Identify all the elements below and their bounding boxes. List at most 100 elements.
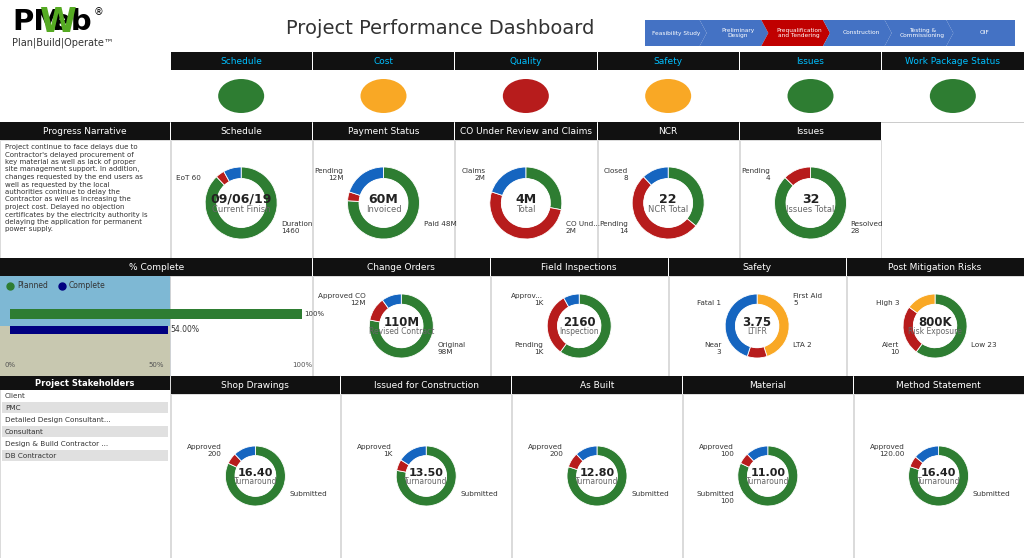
Bar: [2, 450, 168, 461]
Text: As Built: As Built: [580, 381, 614, 389]
Text: Near
3: Near 3: [703, 342, 721, 355]
Text: NCR: NCR: [658, 127, 678, 136]
Bar: [683, 394, 853, 558]
Bar: [313, 258, 489, 276]
Wedge shape: [228, 454, 242, 467]
Wedge shape: [577, 446, 597, 461]
Bar: [10, 309, 302, 319]
Text: High 3: High 3: [876, 300, 899, 306]
Text: Alert
10: Alert 10: [882, 342, 899, 355]
Text: Approved
100: Approved 100: [699, 444, 734, 458]
Wedge shape: [234, 446, 255, 461]
Text: Approved
1K: Approved 1K: [357, 444, 392, 458]
Text: Approv...
1K: Approv... 1K: [511, 293, 543, 306]
Text: 2160: 2160: [563, 316, 596, 329]
Text: Cost: Cost: [374, 56, 393, 65]
Wedge shape: [567, 446, 627, 506]
Text: Client: Client: [5, 393, 26, 399]
Text: Progress Narrative: Progress Narrative: [43, 127, 127, 136]
Text: Shop Drawings: Shop Drawings: [221, 381, 290, 389]
Text: Approved
200: Approved 200: [528, 444, 563, 458]
Text: Turnaround: Turnaround: [233, 477, 278, 486]
Text: Approved
200: Approved 200: [186, 444, 221, 458]
Wedge shape: [757, 294, 790, 357]
Wedge shape: [643, 167, 669, 185]
Text: % Complete: % Complete: [129, 262, 183, 272]
Circle shape: [380, 304, 423, 348]
Ellipse shape: [930, 79, 976, 113]
Bar: [854, 394, 1024, 558]
Bar: [597, 52, 739, 70]
Text: PM: PM: [12, 8, 62, 36]
Wedge shape: [568, 454, 583, 470]
Wedge shape: [370, 294, 433, 358]
Text: Plan|Build|Operate™: Plan|Build|Operate™: [12, 37, 114, 47]
Text: Risk Exposure: Risk Exposure: [908, 327, 962, 336]
Text: 100%: 100%: [292, 362, 312, 368]
Wedge shape: [669, 167, 705, 226]
Bar: [597, 122, 739, 140]
Wedge shape: [908, 446, 969, 506]
Bar: [0, 122, 170, 140]
Bar: [739, 140, 882, 258]
Wedge shape: [725, 294, 757, 357]
Wedge shape: [347, 167, 420, 239]
Text: PMC: PMC: [5, 405, 20, 411]
Bar: [0, 276, 170, 326]
Wedge shape: [489, 192, 561, 239]
Wedge shape: [774, 167, 847, 239]
Wedge shape: [785, 167, 811, 186]
Bar: [171, 376, 340, 394]
Wedge shape: [748, 347, 767, 358]
Ellipse shape: [787, 79, 834, 113]
Bar: [512, 394, 682, 558]
Wedge shape: [400, 446, 426, 465]
Bar: [0, 326, 170, 376]
Circle shape: [748, 455, 788, 497]
Bar: [0, 376, 170, 390]
Polygon shape: [885, 20, 953, 46]
Bar: [0, 258, 312, 276]
Bar: [341, 376, 511, 394]
Text: Closed
8: Closed 8: [604, 168, 628, 181]
Text: 54.00%: 54.00%: [170, 325, 199, 334]
Text: 12.80: 12.80: [580, 468, 614, 478]
Text: 09/06/19: 09/06/19: [211, 193, 271, 206]
Text: OIF: OIF: [979, 31, 989, 36]
Text: Turnaround: Turnaround: [916, 477, 961, 486]
Wedge shape: [396, 446, 457, 506]
Ellipse shape: [503, 79, 549, 113]
Polygon shape: [699, 20, 768, 46]
Text: ®: ®: [94, 7, 103, 17]
Circle shape: [919, 455, 959, 497]
Text: LTIFR: LTIFR: [748, 327, 767, 336]
Text: Pending
14: Pending 14: [599, 221, 628, 234]
Text: NCR Total: NCR Total: [648, 205, 688, 214]
Text: Submitted: Submitted: [631, 491, 669, 497]
Wedge shape: [349, 167, 384, 195]
Wedge shape: [205, 167, 278, 239]
Wedge shape: [492, 167, 526, 195]
Text: Submitted
100: Submitted 100: [696, 491, 734, 504]
Bar: [739, 122, 882, 140]
Bar: [170, 122, 1024, 123]
Bar: [0, 376, 170, 558]
Text: Submitted: Submitted: [973, 491, 1011, 497]
Circle shape: [557, 304, 601, 348]
Polygon shape: [946, 20, 1015, 46]
Text: Approved CO
12M: Approved CO 12M: [317, 293, 366, 306]
Text: 22: 22: [659, 193, 677, 206]
Text: Paid 48M: Paid 48M: [424, 221, 457, 227]
Text: Turnaround: Turnaround: [404, 477, 447, 486]
Bar: [0, 52, 170, 122]
Text: Inspection: Inspection: [559, 327, 599, 336]
Bar: [455, 140, 597, 258]
Text: Safety: Safety: [742, 262, 772, 272]
Text: Submitted: Submitted: [290, 491, 327, 497]
Bar: [10, 326, 168, 334]
Circle shape: [217, 179, 265, 228]
Bar: [313, 52, 455, 70]
Circle shape: [735, 304, 779, 348]
Text: Current Finish: Current Finish: [212, 205, 270, 214]
Text: Schedule: Schedule: [220, 127, 262, 136]
